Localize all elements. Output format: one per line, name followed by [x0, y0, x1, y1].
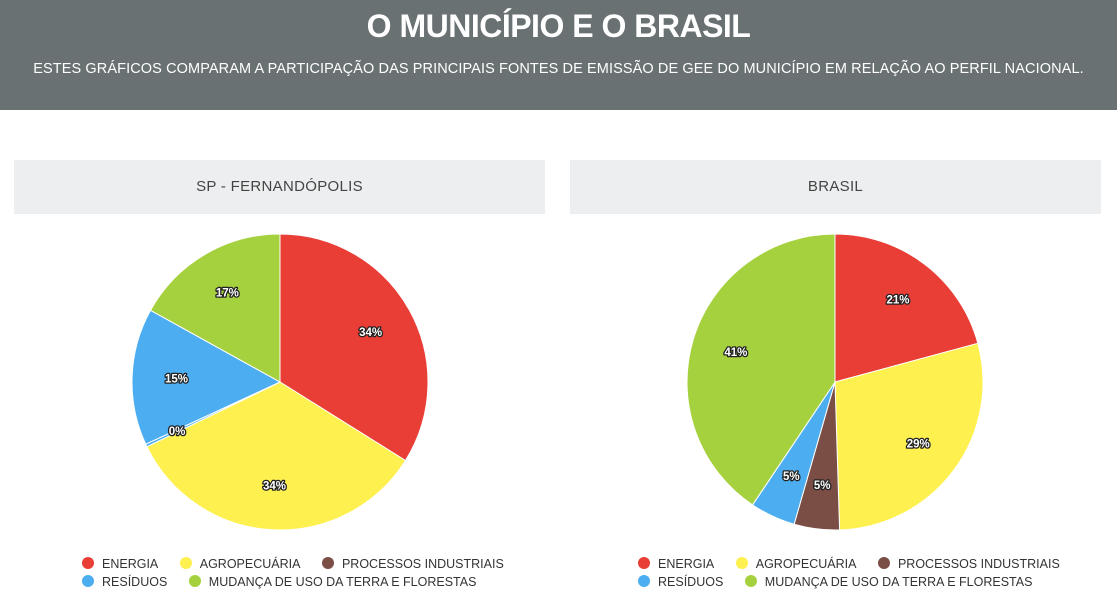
data-label-energia: 34%	[359, 327, 382, 339]
legend-label: MUDANÇA DE USO DA TERRA E FLORESTAS	[764, 575, 1033, 589]
legend-label: PROCESSOS INDUSTRIAIS	[341, 557, 504, 571]
legend-dot-processos	[321, 557, 334, 569]
data-label-mudanca: 41%	[724, 347, 747, 359]
legend-label: PROCESSOS INDUSTRIAIS	[897, 557, 1060, 571]
legend-dot-residuos	[82, 575, 94, 587]
data-label-residuos: 5%	[783, 471, 800, 483]
legend-dot-mudanca	[744, 575, 757, 587]
page-title: O MUNICÍPIO E O BRASIL	[366, 8, 751, 44]
chart-title-municipio: SP - FERNANDÓPOLIS	[14, 160, 545, 214]
legend-dot-energia	[82, 557, 94, 569]
data-label-agropecuaria: 34%	[263, 480, 286, 492]
legend-item-energia[interactable]: ENERGIA	[638, 557, 714, 571]
legend-item-agropecuaria[interactable]: AGROPECUÁRIA	[735, 557, 857, 571]
legend-label: AGROPECUÁRIA	[199, 557, 301, 571]
legend-label: RESÍDUOS	[658, 575, 724, 589]
pie-slice-mudanca[interactable]	[149, 233, 281, 383]
pie-slice-energia[interactable]	[279, 233, 429, 462]
legend-label: RESÍDUOS	[102, 575, 168, 589]
chart-panel-municipio: SP - FERNANDÓPOLIS 34% 34% 0% 15% 17% ENERGI…	[14, 160, 545, 609]
legend-label: MUDANÇA DE USO DA TERRA E FLORESTAS	[208, 575, 477, 589]
pie-slice-agropecuaria[interactable]	[834, 342, 984, 531]
chart-panel-brasil: BRASIL 21% 29% 5% 5% 41% ENERGIA AGROPECUÁRI…	[570, 160, 1101, 609]
pie-slice-energia[interactable]	[834, 233, 979, 383]
pie-slice-mudanca[interactable]	[686, 233, 836, 506]
chart-title-brasil: BRASIL	[570, 160, 1101, 214]
legend-dot-agropecuaria	[179, 557, 192, 569]
legend-item-agropecuaria[interactable]: AGROPECUÁRIA	[179, 557, 301, 571]
legend-item-processos[interactable]: PROCESSOS INDUSTRIAIS	[321, 557, 504, 571]
data-label-mudanca: 17%	[216, 288, 239, 300]
pie-chart-brasil: 21% 29% 5% 5% 41%	[686, 233, 984, 531]
legend-label: AGROPECUÁRIA	[755, 557, 857, 571]
legend-label: ENERGIA	[102, 557, 159, 571]
legend-item-mudanca[interactable]: MUDANÇA DE USO DA TERRA E FLORESTAS	[744, 575, 1033, 589]
legend-item-residuos[interactable]: RESÍDUOS	[638, 575, 723, 589]
legend-municipio: ENERGIA AGROPECUÁRIA PROCESSOS INDUSTRIA…	[82, 557, 522, 593]
legend-item-mudanca[interactable]: MUDANÇA DE USO DA TERRA E FLORESTAS	[188, 575, 477, 589]
legend-dot-mudanca	[188, 575, 201, 587]
pie-chart-municipio: 34% 34% 0% 15% 17%	[131, 233, 429, 531]
data-label-energia: 21%	[886, 295, 909, 307]
data-label-agropecuaria: 29%	[907, 439, 930, 451]
legend-brasil: ENERGIA AGROPECUÁRIA PROCESSOS INDUSTRIA…	[638, 557, 1078, 593]
legend-item-processos[interactable]: PROCESSOS INDUSTRIAIS	[877, 557, 1060, 571]
page-header: O MUNICÍPIO E O BRASIL ESTES GRÁFICOS CO…	[0, 0, 1117, 110]
legend-dot-residuos	[638, 575, 650, 587]
legend-dot-processos	[877, 557, 890, 569]
pie-slice-agropecuaria[interactable]	[146, 381, 407, 531]
legend-dot-agropecuaria	[735, 557, 748, 569]
legend-label: ENERGIA	[658, 557, 715, 571]
page-subtitle: ESTES GRÁFICOS COMPARAM A PARTICIPAÇÃO D…	[33, 61, 1084, 77]
data-label-residuos: 0%	[169, 426, 186, 438]
legend-item-energia[interactable]: ENERGIA	[82, 557, 158, 571]
legend-dot-energia	[638, 557, 650, 569]
data-label-processos: 5%	[814, 480, 831, 492]
data-label-residuos: 15%	[165, 373, 188, 385]
pie-slice-residuos[interactable]	[131, 309, 282, 445]
legend-item-residuos[interactable]: RESÍDUOS	[82, 575, 167, 589]
